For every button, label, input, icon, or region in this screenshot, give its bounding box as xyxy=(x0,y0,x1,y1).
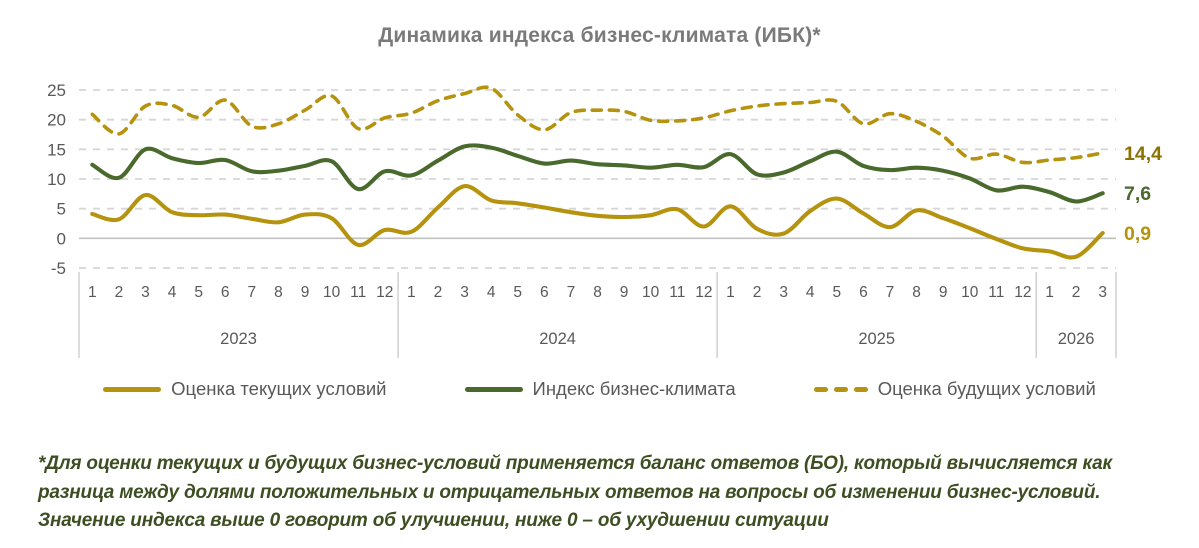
x-axis-month-label: 1 xyxy=(726,284,735,301)
x-axis-month-label: 6 xyxy=(221,284,230,301)
legend-item-current: Оценка текущих условий xyxy=(103,378,387,400)
series-line-future xyxy=(90,85,1105,165)
legend-item-ibc: Индекс бизнес-климата xyxy=(464,378,736,400)
x-axis-month-label: 11 xyxy=(669,284,685,301)
footnote-text: *Для оценки текущих и будущих бизнес-усл… xyxy=(38,453,1112,531)
x-axis-month-label: 9 xyxy=(301,284,310,301)
x-axis-month-label: 6 xyxy=(540,284,549,301)
x-axis-month-label: 8 xyxy=(593,284,602,301)
x-axis-month-label: 7 xyxy=(567,284,576,301)
x-axis-month-label: 9 xyxy=(620,284,629,301)
legend-item-future: Оценка будущих условий xyxy=(813,378,1096,400)
x-axis-month-label: 10 xyxy=(961,284,979,301)
x-axis-month-label: 12 xyxy=(695,284,712,301)
x-axis-month-label: 5 xyxy=(832,284,841,301)
series-line-current xyxy=(90,184,1105,260)
x-axis-month-label: 1 xyxy=(1045,284,1054,301)
x-axis-month-label: 6 xyxy=(859,284,868,301)
chart-title: Динамика индекса бизнес-климата (ИБК)* xyxy=(378,24,821,47)
x-axis-month-label: 5 xyxy=(513,284,522,301)
x-axis-month-label: 1 xyxy=(88,284,97,301)
x-axis-month-label: 1 xyxy=(407,284,416,301)
legend-line-dashed-gold-icon xyxy=(813,386,868,392)
y-axis-tick-label: 15 xyxy=(47,140,66,159)
legend-label: Оценка будущих условий xyxy=(877,378,1096,399)
legend-line-solid-gold-icon xyxy=(103,386,162,392)
x-axis-month-label: 7 xyxy=(886,284,895,301)
y-axis-tick-label: 5 xyxy=(57,200,66,219)
y-axis-tick-label: 10 xyxy=(47,170,66,189)
x-axis-month-label: 3 xyxy=(779,284,788,301)
x-axis-month-label: 12 xyxy=(1014,284,1031,301)
x-axis-month-label: 3 xyxy=(1098,284,1107,301)
x-axis-month-label: 2 xyxy=(1072,284,1081,301)
x-axis-year-label: 2026 xyxy=(1058,330,1095,348)
series-line-ibc xyxy=(90,143,1105,204)
x-axis-month-label: 4 xyxy=(487,284,496,301)
x-axis-month-label: 8 xyxy=(274,284,283,301)
x-axis-month-label: 3 xyxy=(141,284,150,301)
x-axis-year-label: 2023 xyxy=(220,330,257,348)
x-axis-month-label: 8 xyxy=(912,284,921,301)
x-axis-month-label: 9 xyxy=(939,284,948,301)
x-axis-month-label: 7 xyxy=(248,284,257,301)
x-axis-month-label: 10 xyxy=(642,284,660,301)
x-axis-month-label: 3 xyxy=(460,284,469,301)
series-end-value-label: 0,9 xyxy=(1124,223,1151,245)
legend-label: Индекс бизнес-климата xyxy=(532,378,736,399)
x-axis-month-label: 12 xyxy=(376,284,393,301)
x-axis-month-label: 10 xyxy=(323,284,341,301)
legend-label: Оценка текущих условий xyxy=(171,378,387,399)
x-axis-month-label: 4 xyxy=(168,284,177,301)
x-axis-month-label: 4 xyxy=(806,284,815,301)
x-axis-month-label: 11 xyxy=(988,284,1004,301)
chart-legend: Оценка текущих условий Индекс бизнес-кли… xyxy=(0,378,1199,400)
y-axis-tick-label: 20 xyxy=(47,111,66,130)
x-axis-year-label: 2024 xyxy=(539,330,576,348)
x-axis-month-label: 11 xyxy=(350,284,366,301)
x-axis-month-label: 2 xyxy=(434,284,443,301)
x-axis-month-label: 2 xyxy=(753,284,762,301)
series-end-value-label: 7,6 xyxy=(1124,183,1151,205)
y-axis-tick-label: -5 xyxy=(51,259,66,278)
legend-line-solid-green-icon xyxy=(464,386,523,392)
series-end-value-label: 14,4 xyxy=(1124,143,1162,165)
y-axis-tick-label: 25 xyxy=(47,81,66,100)
x-axis-year-label: 2025 xyxy=(858,330,895,348)
y-axis-tick-label: 0 xyxy=(57,229,66,248)
x-axis-month-label: 2 xyxy=(115,284,124,301)
x-axis-month-label: 5 xyxy=(194,284,203,301)
